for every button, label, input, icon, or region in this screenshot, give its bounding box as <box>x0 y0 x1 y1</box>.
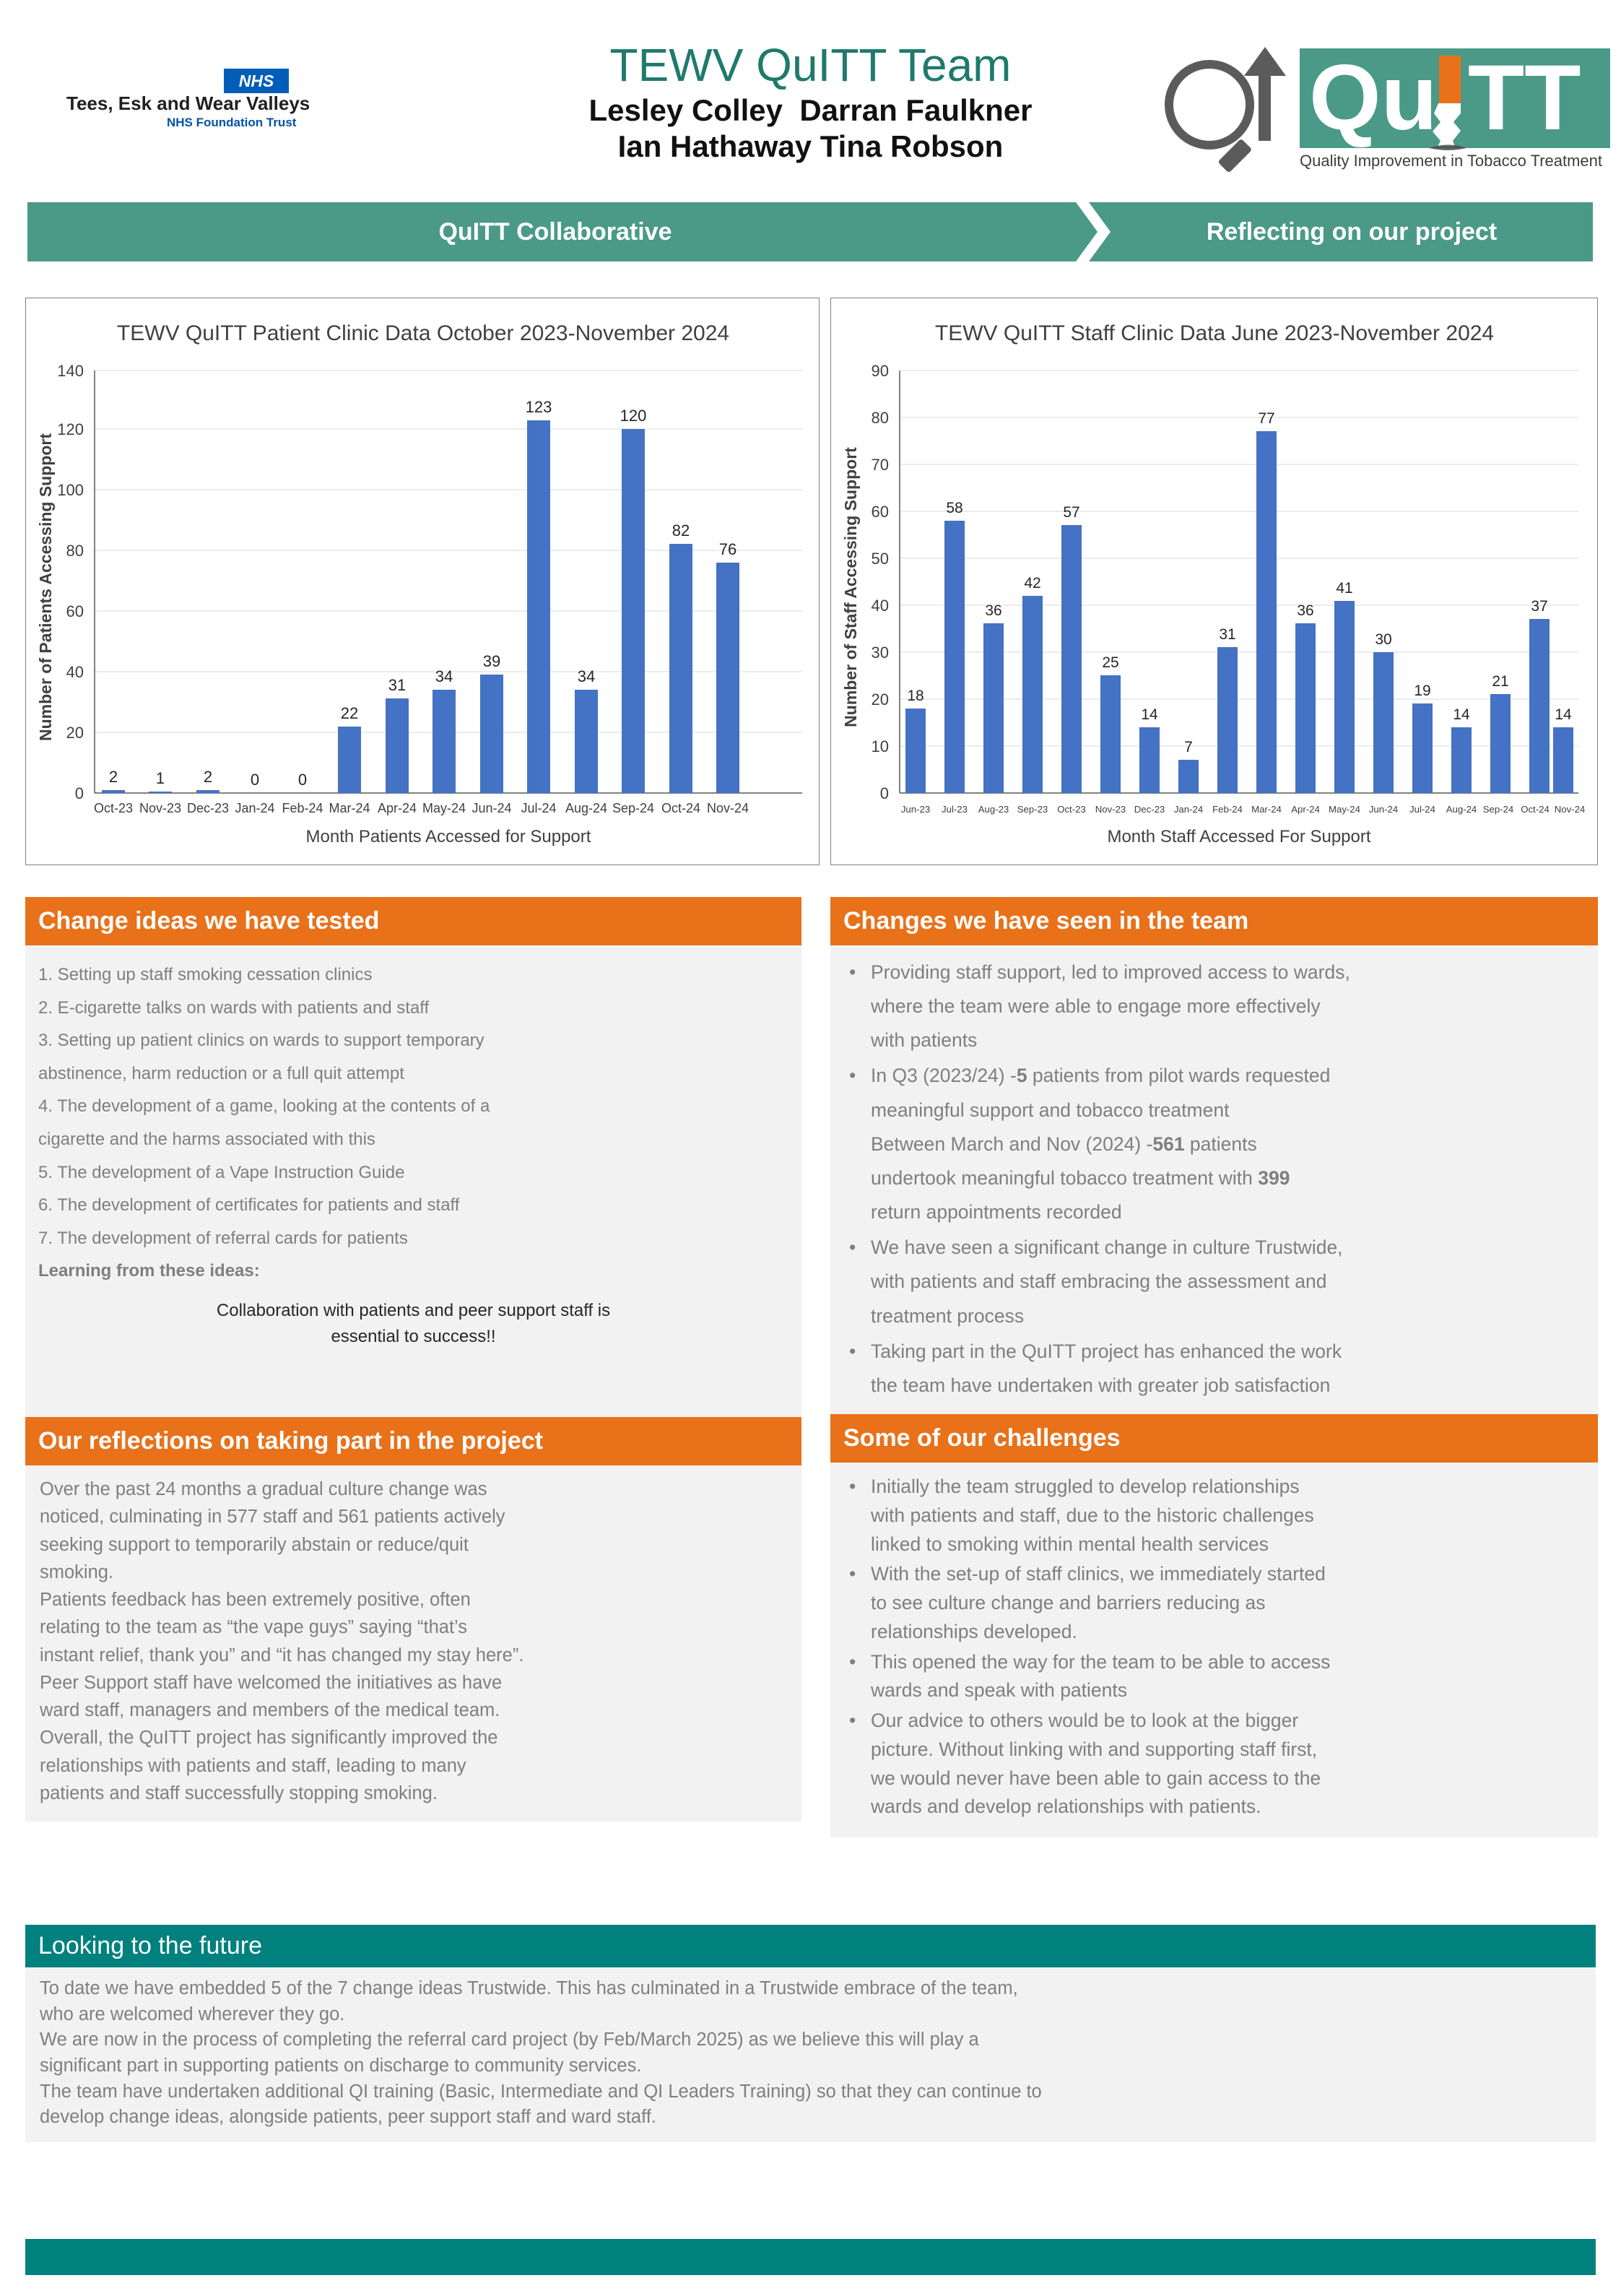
svg-text:31: 31 <box>388 676 406 694</box>
svg-text:14: 14 <box>1453 706 1470 723</box>
svg-text:Qu: Qu <box>1309 47 1438 150</box>
svg-text:May-24: May-24 <box>1329 804 1360 815</box>
svg-text:Month Patients Accessed for Su: Month Patients Accessed for Support <box>306 827 591 846</box>
svg-text:TT: TT <box>1468 47 1581 150</box>
svg-text:31: 31 <box>1219 626 1235 643</box>
svg-text:10: 10 <box>872 737 889 755</box>
svg-text:2: 2 <box>109 768 118 786</box>
svg-text:60: 60 <box>66 602 84 620</box>
svg-text:TEWV QuITT Patient Clinic Data: TEWV QuITT Patient Clinic Data October 2… <box>117 321 729 345</box>
svg-text:58: 58 <box>946 500 962 516</box>
svg-text:Jun-24: Jun-24 <box>1369 804 1398 815</box>
svg-text:Aug-24: Aug-24 <box>1446 804 1477 815</box>
svg-text:19: 19 <box>1414 683 1430 699</box>
svg-text:2: 2 <box>204 768 212 786</box>
svg-text:140: 140 <box>57 362 84 380</box>
svg-text:Number of Patients Accessing S: Number of Patients Accessing Support <box>36 433 55 741</box>
svg-text:1: 1 <box>156 769 165 787</box>
svg-text:Jun-24: Jun-24 <box>471 801 511 815</box>
svg-text:Jul-24: Jul-24 <box>521 801 556 815</box>
svg-text:22: 22 <box>341 704 358 722</box>
svg-text:Jul-24: Jul-24 <box>1409 804 1435 815</box>
svg-text:7: 7 <box>1184 739 1193 755</box>
svg-text:Nov-24: Nov-24 <box>707 801 749 815</box>
svg-text:Nov-23: Nov-23 <box>139 801 181 815</box>
svg-text:Oct-24: Oct-24 <box>1521 804 1550 815</box>
svg-text:30: 30 <box>1375 631 1391 648</box>
svg-text:80: 80 <box>66 542 84 560</box>
svg-text:20: 20 <box>66 724 84 742</box>
svg-text:Aug-23: Aug-23 <box>978 804 1009 815</box>
svg-text:36: 36 <box>985 602 1001 619</box>
svg-text:14: 14 <box>1555 706 1572 723</box>
svg-text:123: 123 <box>526 398 552 416</box>
svg-text:37: 37 <box>1531 598 1547 615</box>
svg-text:20: 20 <box>872 690 889 709</box>
svg-text:82: 82 <box>672 521 690 540</box>
svg-text:Oct-23: Oct-23 <box>94 801 133 815</box>
svg-text:120: 120 <box>620 407 647 425</box>
svg-text:0: 0 <box>75 784 84 802</box>
svg-text:70: 70 <box>872 456 889 474</box>
svg-text:Sep-24: Sep-24 <box>612 801 654 815</box>
svg-text:Jan-24: Jan-24 <box>235 801 274 815</box>
svg-text:Dec-23: Dec-23 <box>187 801 229 815</box>
svg-text:0: 0 <box>298 771 307 789</box>
svg-text:40: 40 <box>66 663 84 681</box>
svg-text:Jun-23: Jun-23 <box>901 804 930 815</box>
svg-text:40: 40 <box>872 597 889 615</box>
svg-text:120: 120 <box>57 420 84 438</box>
svg-text:Feb-24: Feb-24 <box>282 801 323 815</box>
svg-text:25: 25 <box>1102 654 1118 671</box>
svg-text:Oct-23: Oct-23 <box>1057 804 1086 815</box>
svg-text:21: 21 <box>1492 673 1508 690</box>
svg-text:34: 34 <box>435 667 453 685</box>
svg-text:Sep-23: Sep-23 <box>1017 804 1048 815</box>
svg-text:Jul-23: Jul-23 <box>942 804 968 815</box>
svg-text:Jan-24: Jan-24 <box>1174 804 1203 815</box>
svg-text:Mar-24: Mar-24 <box>329 801 370 815</box>
svg-text:Quality Improvement in Tobacco: Quality Improvement in Tobacco Treatment <box>1300 152 1602 170</box>
svg-text:Sep-24: Sep-24 <box>1483 804 1514 815</box>
svg-text:36: 36 <box>1297 602 1313 619</box>
svg-text:Month Staff Accessed For Suppo: Month Staff Accessed For Support <box>1107 827 1370 846</box>
svg-text:Mar-24: Mar-24 <box>1251 804 1282 815</box>
svg-text:Aug-24: Aug-24 <box>565 801 607 815</box>
svg-text:80: 80 <box>872 409 889 427</box>
svg-text:TEWV QuITT Staff Clinic Data J: TEWV QuITT Staff Clinic Data June 2023-N… <box>935 321 1494 345</box>
svg-text:42: 42 <box>1024 575 1040 592</box>
svg-text:0: 0 <box>880 784 889 802</box>
svg-text:Nov-23: Nov-23 <box>1095 804 1126 815</box>
svg-text:Apr-24: Apr-24 <box>1291 804 1320 815</box>
svg-text:77: 77 <box>1258 410 1274 427</box>
svg-text:34: 34 <box>578 667 595 685</box>
svg-text:Nov-24: Nov-24 <box>1555 804 1586 815</box>
svg-text:Dec-23: Dec-23 <box>1134 804 1165 815</box>
svg-text:18: 18 <box>907 688 924 704</box>
svg-text:Oct-24: Oct-24 <box>661 801 700 815</box>
svg-text:50: 50 <box>872 550 889 568</box>
svg-text:57: 57 <box>1063 504 1079 521</box>
svg-text:30: 30 <box>872 644 889 662</box>
svg-text:Apr-24: Apr-24 <box>378 801 417 815</box>
svg-text:0: 0 <box>251 771 259 789</box>
svg-text:Feb-24: Feb-24 <box>1212 804 1243 815</box>
svg-text:60: 60 <box>872 503 889 521</box>
svg-text:May-24: May-24 <box>422 801 466 815</box>
svg-text:90: 90 <box>872 362 889 380</box>
svg-text:100: 100 <box>57 481 84 499</box>
svg-text:14: 14 <box>1141 706 1158 723</box>
svg-text:Number of Staff Accessing Supp: Number of Staff Accessing Support <box>841 447 860 727</box>
svg-text:39: 39 <box>483 652 500 670</box>
svg-text:41: 41 <box>1336 580 1352 597</box>
svg-text:76: 76 <box>719 540 736 558</box>
